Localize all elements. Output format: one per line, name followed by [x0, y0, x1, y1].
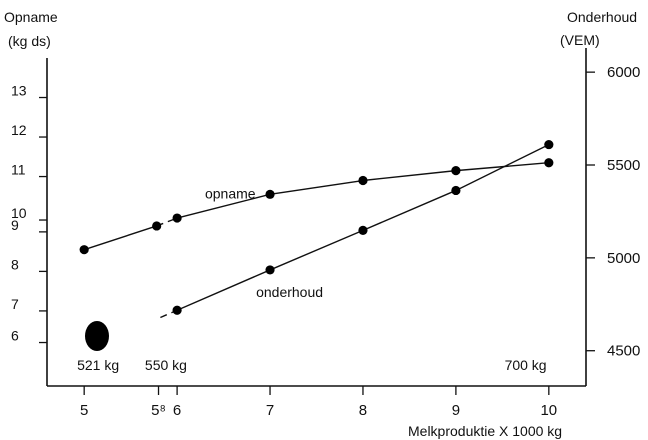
left-y-tick-label: 10 [11, 205, 27, 221]
left-y-tick-label: 13 [11, 83, 27, 99]
opname-line-segment [176, 193, 271, 219]
onderhoud-line-segment [362, 189, 457, 232]
left-y-tick-label: 6 [11, 328, 19, 344]
opname-point [451, 166, 461, 176]
x-tick-label: 5 [80, 402, 88, 419]
left-y-tick-label: 7 [11, 296, 19, 312]
right-y-tick-label: 4500 [607, 343, 640, 360]
annotation-label: 700 kg [505, 357, 547, 373]
onderhoud-line-segment [455, 143, 550, 192]
onderhoud-point [544, 139, 554, 150]
right-y-tick-label: 5500 [607, 157, 640, 174]
series-label-onderhoud: onderhoud [256, 284, 323, 300]
onderhoud-line-segment [176, 269, 271, 311]
x-tick-label: 5⁸ [151, 402, 166, 419]
onderhoud-point [172, 305, 182, 315]
opname-point [172, 213, 182, 223]
opname-point [358, 175, 368, 186]
opname-point [265, 189, 275, 199]
right-y-tick-label: 6000 [607, 64, 640, 81]
opname-line-segment [269, 179, 364, 196]
x-axis-title: Melkproduktie X 1000 kg [408, 423, 562, 439]
onderhoud-point [451, 185, 461, 196]
ink-blot [85, 321, 109, 351]
opname-line-segment [362, 169, 456, 182]
annotation-label: 521 kg [77, 357, 119, 373]
annotation-label: 550 kg [145, 357, 187, 373]
opname-point [79, 245, 89, 255]
left-y-axis-title-line2: (kg ds) [8, 33, 51, 49]
right-y-tick-label: 5000 [607, 250, 640, 267]
onderhoud-line-segment [269, 229, 364, 271]
series-label-opname: opname [205, 185, 256, 201]
left-y-tick-label: 8 [11, 256, 19, 272]
x-tick-label: 9 [452, 402, 460, 419]
x-tick-label: 10 [540, 402, 557, 419]
opname-point [544, 158, 554, 168]
left-y-tick-label: 9 [11, 217, 19, 233]
opname-line-segment [455, 162, 549, 172]
opname-line-segment [83, 225, 157, 251]
opname-point [152, 221, 162, 231]
left-y-tick-label: 11 [11, 162, 26, 178]
onderhoud-point [265, 265, 275, 275]
onderhoud-point [358, 225, 368, 235]
left-y-tick-label: 12 [11, 122, 27, 138]
left-y-axis-title-line1: Opname [4, 9, 58, 25]
x-tick-label: 6 [173, 402, 181, 419]
x-tick-label: 7 [266, 402, 274, 419]
right-y-axis-title-line1: Onderhoud [567, 9, 637, 25]
right-y-axis-title-line2: (VEM) [560, 32, 600, 48]
x-tick-label: 8 [359, 402, 367, 419]
